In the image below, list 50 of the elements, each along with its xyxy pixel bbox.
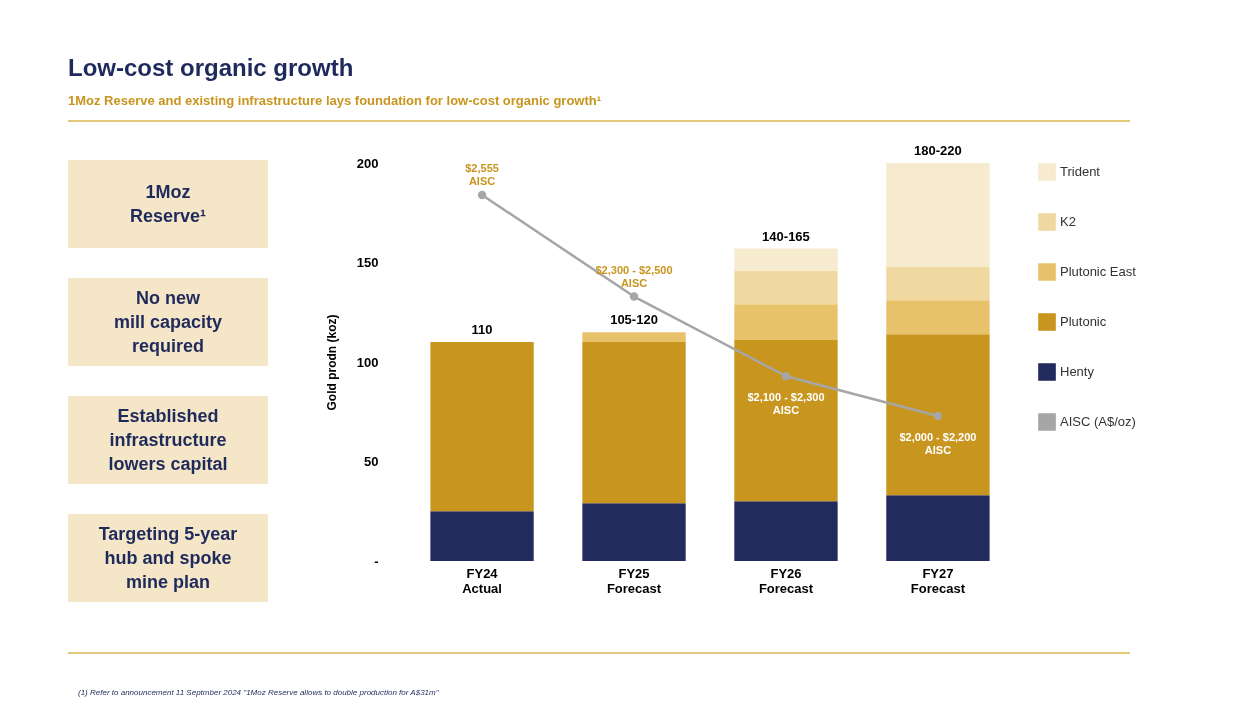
bar <box>886 300 990 335</box>
y-tick-label: 150 <box>356 255 379 270</box>
total-label: 105-120 <box>610 312 658 328</box>
bar <box>582 342 686 504</box>
x-tick-label: FY26 Forecast <box>758 565 814 596</box>
legend-label: Plutonic East <box>1060 264 1137 279</box>
total-label: 140-165 <box>762 228 810 244</box>
text: No new mill capacity required <box>68 278 268 366</box>
text: 1Moz Reserve¹ <box>68 160 268 248</box>
y-tick-label: 50 <box>364 454 379 469</box>
legend-label: Henty <box>1060 364 1095 379</box>
bar <box>734 270 838 305</box>
total-label: 180-220 <box>914 143 962 158</box>
bar <box>430 342 534 512</box>
y-axis-title: Gold prodn (koz) <box>324 314 339 411</box>
y-tick-label: - <box>374 553 379 569</box>
data-label: $2,300 - $2,500 AISC <box>595 263 673 289</box>
x-tick-label: FY25 Forecast <box>606 565 662 596</box>
legend-label: Trident <box>1060 164 1101 179</box>
bar <box>734 340 838 502</box>
point <box>629 292 639 301</box>
chart-subtitle: 1Moz Reserve and existing infrastructure lays foundation for low-cost organic growth¹ <box>68 93 602 108</box>
data-label: $2,100 - $2,300 AISC <box>747 391 825 417</box>
data-label: $2,000 - $2,200 AISC <box>899 431 977 456</box>
bar <box>734 501 838 561</box>
text: Targeting 5-year hub and spoke mine plan <box>68 514 268 602</box>
point <box>781 372 791 381</box>
y-tick-label: 100 <box>356 354 379 370</box>
bar <box>582 332 686 343</box>
bar <box>582 503 686 561</box>
point <box>477 190 487 200</box>
point <box>933 411 943 421</box>
text: Low-cost organic growth <box>68 54 354 82</box>
bar <box>886 495 990 561</box>
legend-label: AISC (A$/oz) <box>1060 414 1136 429</box>
bar <box>886 334 990 496</box>
bar <box>734 304 838 341</box>
x-tick-label: FY27 Forecast <box>910 565 966 596</box>
bar <box>886 163 990 267</box>
text: (1) Refer to announcement 11 Septmber 2024 "1Moz Reserve allows to double production for A$31m" <box>78 688 439 697</box>
data-label: $2,555 AISC <box>465 162 499 187</box>
text: Established infrastructure lowers capital <box>68 396 268 484</box>
bar <box>886 266 990 301</box>
legend-label: K2 <box>1060 214 1076 229</box>
bar <box>734 248 838 271</box>
y-tick-label: 200 <box>356 155 379 171</box>
bar <box>430 511 534 561</box>
x-tick-label: FY24 Actual <box>462 565 502 596</box>
total-label: 110 <box>471 322 493 338</box>
legend-label: Plutonic <box>1060 314 1107 329</box>
